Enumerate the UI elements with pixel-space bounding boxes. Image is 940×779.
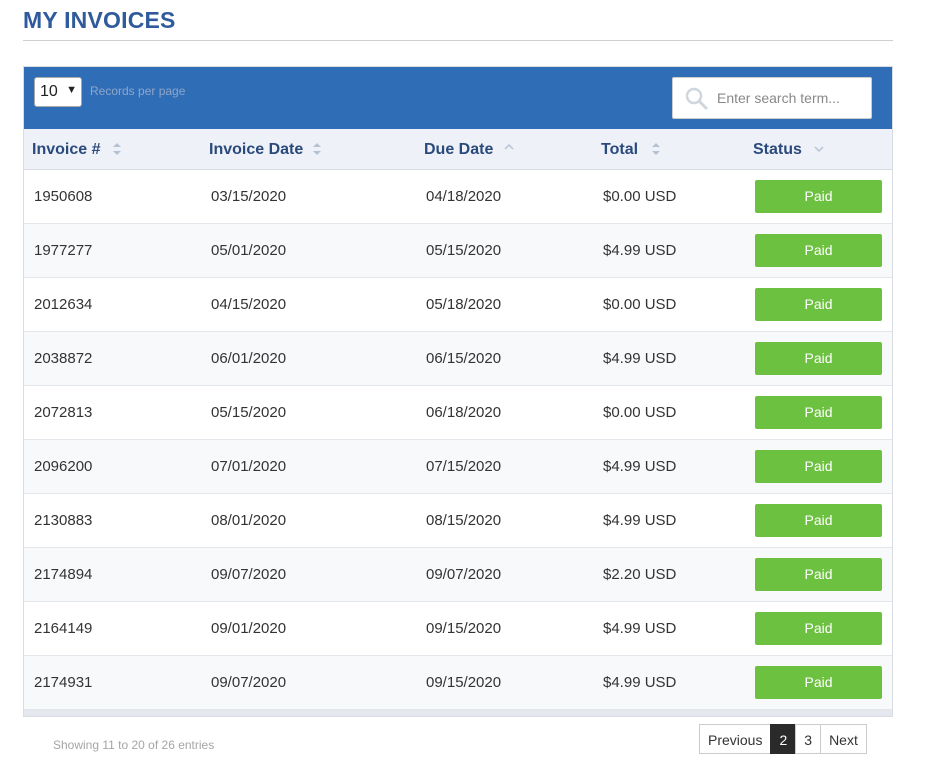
due-date: 05/18/2020 — [426, 296, 502, 313]
pagination-page-3[interactable]: 3 — [795, 724, 822, 754]
due-date: 09/07/2020 — [426, 566, 502, 583]
pagination-next[interactable]: Next — [820, 724, 867, 754]
column-header-invoice-date[interactable]: Invoice Date — [209, 141, 304, 158]
invoice-date: 06/01/2020 — [211, 350, 287, 367]
status-paid-button[interactable]: Paid — [755, 558, 882, 591]
invoice-total: $4.99 USD — [603, 674, 677, 691]
due-date: 04/18/2020 — [426, 188, 502, 205]
invoice-total: $4.99 USD — [603, 458, 677, 475]
status-paid-button[interactable]: Paid — [755, 180, 882, 213]
table-row: 2072813 05/15/2020 06/18/2020 $0.00 USD … — [24, 386, 892, 440]
table-footer-strip — [24, 710, 892, 716]
table-row: 2174894 09/07/2020 09/07/2020 $2.20 USD … — [24, 548, 892, 602]
table-toolbar: 10 ▼ Records per page — [24, 67, 892, 129]
due-date: 06/15/2020 — [426, 350, 502, 367]
column-header-status[interactable]: Status — [753, 141, 802, 158]
search-icon — [685, 87, 708, 110]
invoice-number: 1977277 — [34, 242, 93, 259]
table-row: 2096200 07/01/2020 07/15/2020 $4.99 USD … — [24, 440, 892, 494]
invoice-date: 07/01/2020 — [211, 458, 287, 475]
invoice-total: $0.00 USD — [603, 404, 677, 421]
invoice-number: 2096200 — [34, 458, 93, 475]
invoice-total: $0.00 USD — [603, 296, 677, 313]
due-date: 05/15/2020 — [426, 242, 502, 259]
records-per-page-label: Records per page — [90, 84, 186, 98]
invoice-total: $4.99 USD — [603, 242, 677, 259]
due-date: 06/18/2020 — [426, 404, 502, 421]
due-date: 09/15/2020 — [426, 620, 502, 637]
column-header-invoice[interactable]: Invoice # — [32, 141, 101, 158]
page-title: MY INVOICES — [23, 7, 176, 33]
sort-icon[interactable] — [651, 141, 661, 157]
column-header-due-date[interactable]: Due Date — [424, 141, 494, 158]
invoice-number: 2164149 — [34, 620, 93, 637]
search-input[interactable] — [717, 90, 862, 106]
search-box[interactable] — [672, 77, 872, 119]
status-paid-button[interactable]: Paid — [755, 342, 882, 375]
title-divider — [23, 40, 893, 41]
table-header: Invoice # Invoice Date Due Date Total St… — [24, 129, 892, 170]
invoice-number: 2174931 — [34, 674, 93, 691]
table-row: 2164149 09/01/2020 09/15/2020 $4.99 USD … — [24, 602, 892, 656]
status-paid-button[interactable]: Paid — [755, 504, 882, 537]
invoice-number: 2130883 — [34, 512, 93, 529]
sort-icon[interactable] — [112, 141, 122, 157]
invoice-date: 05/15/2020 — [211, 404, 287, 421]
invoice-number: 2012634 — [34, 296, 93, 313]
records-per-page-value: 10 — [40, 83, 58, 100]
invoice-number: 2038872 — [34, 350, 93, 367]
table-row: 2038872 06/01/2020 06/15/2020 $4.99 USD … — [24, 332, 892, 386]
invoice-number: 2072813 — [34, 404, 93, 421]
invoice-total: $0.00 USD — [603, 188, 677, 205]
entries-info: Showing 11 to 20 of 26 entries — [53, 738, 215, 752]
invoice-total: $4.99 USD — [603, 350, 677, 367]
invoice-date: 09/07/2020 — [211, 674, 287, 691]
invoice-date: 05/01/2020 — [211, 242, 287, 259]
invoice-date: 03/15/2020 — [211, 188, 287, 205]
table-row: 1950608 03/15/2020 04/18/2020 $0.00 USD … — [24, 170, 892, 224]
invoice-total: $4.99 USD — [603, 620, 677, 637]
invoice-date: 08/01/2020 — [211, 512, 287, 529]
invoice-date: 04/15/2020 — [211, 296, 287, 313]
table-row: 1977277 05/01/2020 05/15/2020 $4.99 USD … — [24, 224, 892, 278]
table-row: 2012634 04/15/2020 05/18/2020 $0.00 USD … — [24, 278, 892, 332]
status-paid-button[interactable]: Paid — [755, 234, 882, 267]
column-header-total[interactable]: Total — [601, 141, 639, 158]
chevron-down-icon: ▼ — [66, 84, 77, 96]
table-row: 2174931 09/07/2020 09/15/2020 $4.99 USD … — [24, 656, 892, 710]
status-paid-button[interactable]: Paid — [755, 450, 882, 483]
due-date: 09/15/2020 — [426, 674, 502, 691]
status-paid-button[interactable]: Paid — [755, 612, 882, 645]
sort-ascending-icon[interactable] — [504, 141, 514, 157]
invoice-date: 09/07/2020 — [211, 566, 287, 583]
invoice-number: 1950608 — [34, 188, 93, 205]
invoice-total: $4.99 USD — [603, 512, 677, 529]
status-paid-button[interactable]: Paid — [755, 288, 882, 321]
due-date: 08/15/2020 — [426, 512, 502, 529]
invoice-total: $2.20 USD — [603, 566, 677, 583]
status-paid-button[interactable]: Paid — [755, 396, 882, 429]
sort-icon[interactable] — [312, 141, 322, 157]
table-row: 2130883 08/01/2020 08/15/2020 $4.99 USD … — [24, 494, 892, 548]
pagination: Previous 2 3 Next — [699, 724, 867, 754]
invoices-table: 10 ▼ Records per page Invoice # Invoice … — [23, 66, 893, 717]
due-date: 07/15/2020 — [426, 458, 502, 475]
pagination-page-current[interactable]: 2 — [770, 724, 797, 754]
invoice-date: 09/01/2020 — [211, 620, 287, 637]
chevron-down-icon[interactable] — [814, 141, 824, 157]
status-paid-button[interactable]: Paid — [755, 666, 882, 699]
pagination-previous[interactable]: Previous — [699, 724, 772, 754]
records-per-page-select[interactable]: 10 ▼ — [34, 77, 82, 107]
invoice-number: 2174894 — [34, 566, 93, 583]
